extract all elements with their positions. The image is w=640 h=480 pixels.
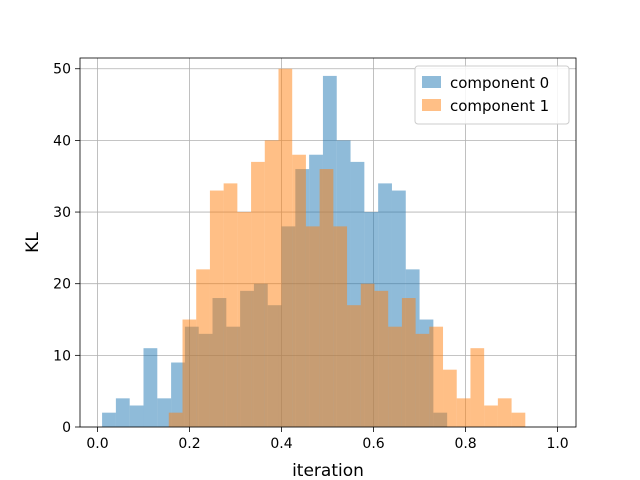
bar-series-1 <box>182 319 197 427</box>
y-tick-label: 40 <box>53 133 71 149</box>
x-tick-label: 0.6 <box>362 436 384 452</box>
bar-series-1 <box>388 326 402 427</box>
bar-series-1 <box>484 405 498 427</box>
x-tick-label: 1.0 <box>546 436 568 452</box>
y-tick-label: 50 <box>53 62 71 78</box>
x-tick-label: 0.4 <box>270 436 292 452</box>
x-axis: 0.0 0.2 0.4 0.6 0.8 1.0 <box>86 427 569 452</box>
bar-series-1 <box>264 140 279 427</box>
bar-series-1 <box>511 412 526 427</box>
bar-series-0 <box>171 362 185 427</box>
legend-swatch <box>422 99 441 111</box>
bar-series-0 <box>143 348 158 427</box>
x-tick-label: 0.0 <box>86 436 108 452</box>
bars <box>102 68 526 428</box>
legend: component 0 component 1 <box>414 65 570 125</box>
bar-series-1 <box>168 412 183 427</box>
y-tick-label: 30 <box>53 205 71 221</box>
bar-series-1 <box>443 369 457 427</box>
bar-series-1 <box>497 398 512 427</box>
legend-box <box>414 65 570 125</box>
bar-series-0 <box>129 405 144 427</box>
bar-series-0 <box>102 412 116 427</box>
y-axis-label: KL <box>23 232 43 253</box>
bar-series-1 <box>196 269 210 427</box>
bar-series-1 <box>292 154 306 427</box>
bar-series-1 <box>456 398 471 427</box>
bar-series-1 <box>429 326 444 427</box>
x-axis-label: iteration <box>292 461 364 480</box>
legend-label: component 0 <box>450 74 549 92</box>
plot-frame <box>79 57 577 428</box>
bar-series-0 <box>115 398 130 427</box>
bar-series-0 <box>157 398 172 427</box>
bar-series-1 <box>319 169 334 427</box>
bar-series-1 <box>470 348 485 427</box>
bar-series-1 <box>251 161 265 428</box>
bar-series-1 <box>237 212 252 427</box>
bar-series-1 <box>401 298 416 427</box>
bar-series-1 <box>333 226 348 427</box>
bar-series-1 <box>415 333 430 427</box>
legend-swatch <box>422 76 441 88</box>
legend-label: component 1 <box>450 97 549 115</box>
x-tick-label: 0.2 <box>178 436 200 452</box>
bar-series-1 <box>347 305 361 427</box>
bar-series-1 <box>209 190 224 427</box>
bar-series-1 <box>374 290 389 427</box>
bar-series-1 <box>278 68 293 428</box>
y-tick-label: 0 <box>62 420 71 436</box>
y-tick-label: 10 <box>53 348 71 364</box>
y-axis: 0 10 20 30 40 50 <box>53 62 80 436</box>
bar-series-1 <box>305 226 320 427</box>
x-tick-label: 0.8 <box>454 436 476 452</box>
bar-series-1 <box>223 183 238 427</box>
bar-series-1 <box>360 283 375 427</box>
y-tick-label: 20 <box>53 277 71 293</box>
